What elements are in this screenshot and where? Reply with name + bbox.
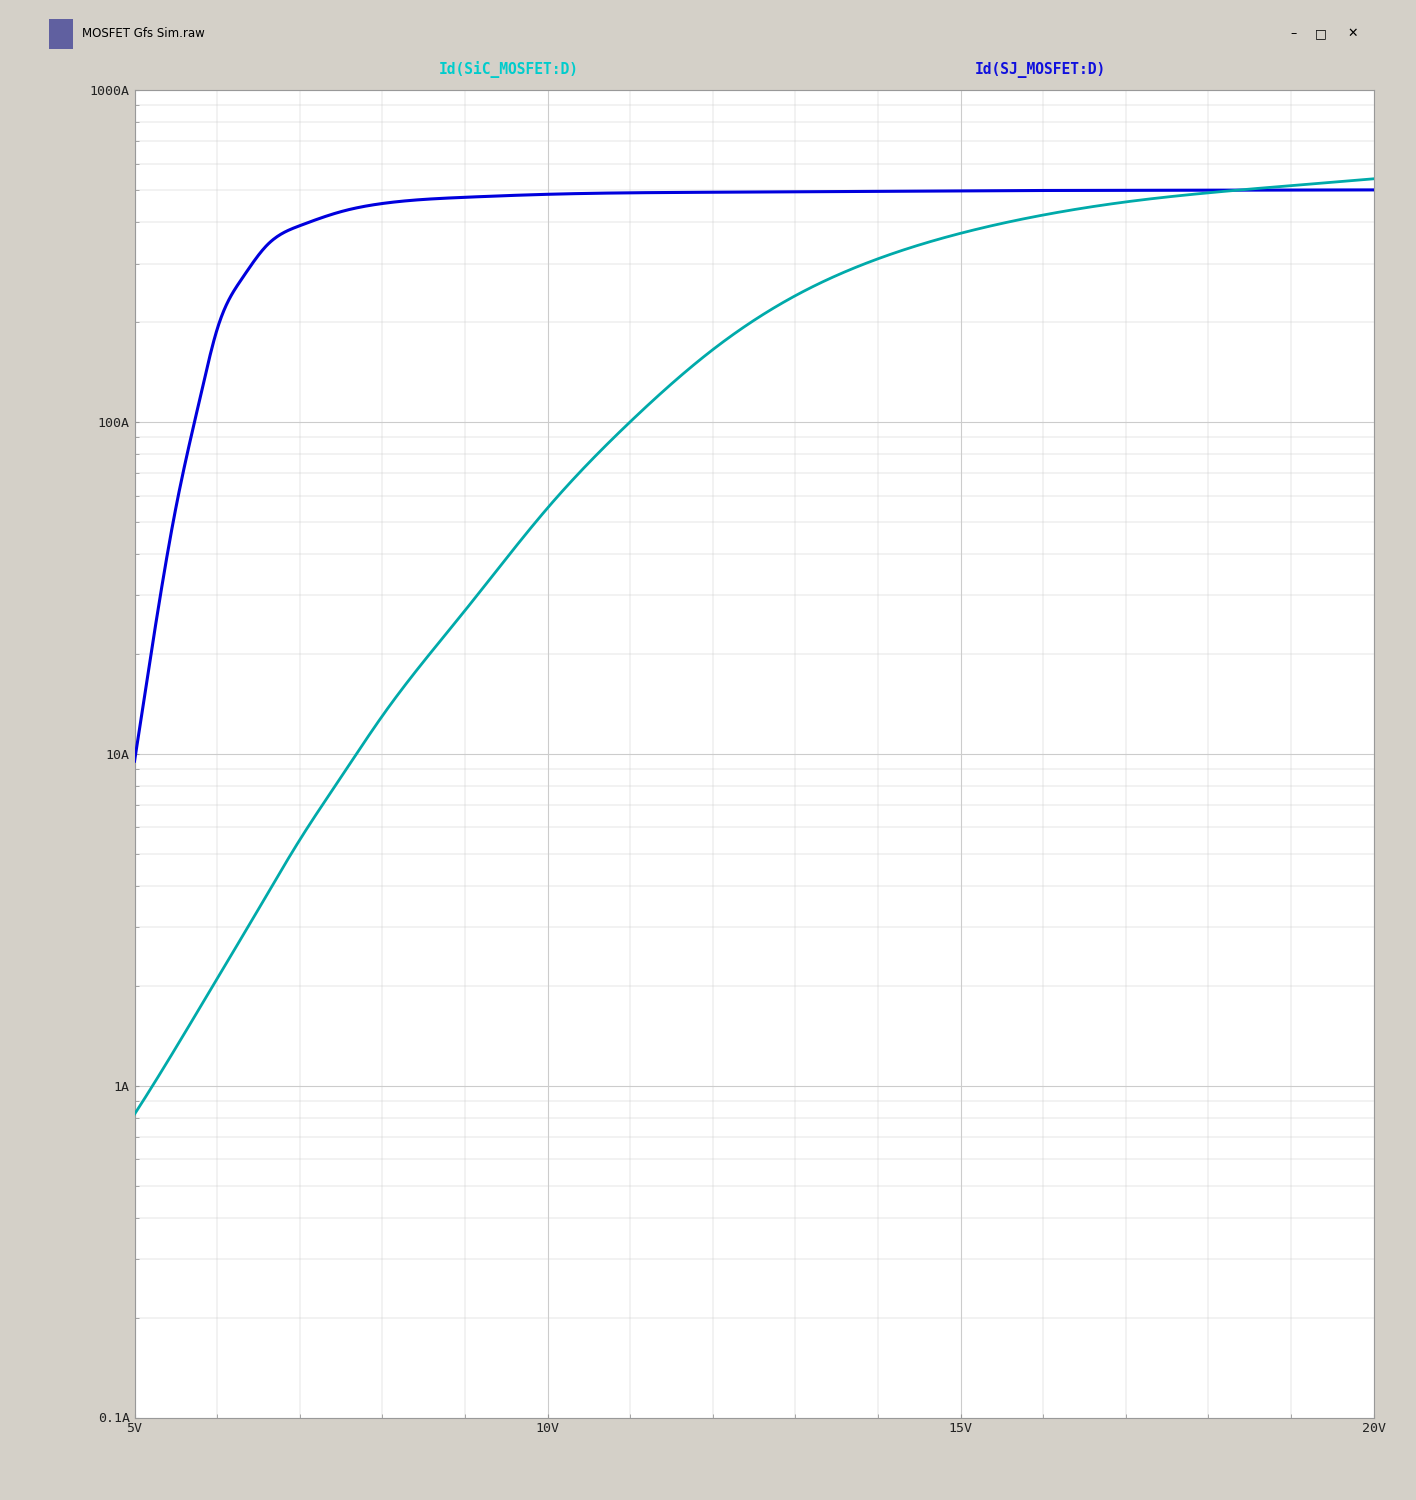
Bar bbox=[50, 20, 74, 50]
Text: Id(SiC_MOSFET:D): Id(SiC_MOSFET:D) bbox=[439, 62, 578, 78]
Text: Id(SJ_MOSFET:D): Id(SJ_MOSFET:D) bbox=[976, 62, 1106, 78]
Text: ✕: ✕ bbox=[1347, 27, 1358, 40]
Text: □: □ bbox=[1314, 27, 1327, 40]
Text: MOSFET Gfs Sim.raw: MOSFET Gfs Sim.raw bbox=[82, 27, 205, 40]
Text: –: – bbox=[1290, 27, 1297, 40]
